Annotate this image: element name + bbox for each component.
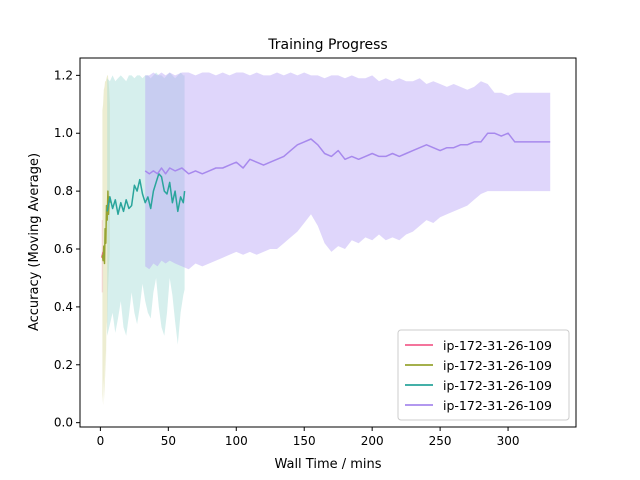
x-axis-label: Wall Time / mins [274, 457, 381, 472]
y-axis-ticks: 0.0 0.2 0.4 0.6 0.8 1.0 1.2 [54, 68, 80, 430]
plot-area [79, 57, 577, 428]
axes-frame [79, 57, 577, 428]
y-tick-label: 0.0 [54, 416, 73, 430]
y-tick-label: 0.4 [54, 300, 73, 314]
legend-label-1: ip-172-31-26-109 [443, 338, 552, 353]
chart-title: Training Progress [267, 37, 387, 53]
legend-label-2: ip-172-31-26-109 [443, 358, 552, 373]
y-tick-label: 1.0 [54, 126, 73, 140]
legend-label-3: ip-172-31-26-109 [443, 378, 552, 393]
legend-label-4: ip-172-31-26-109 [443, 398, 552, 413]
y-tick-label: 1.2 [54, 68, 73, 82]
series-line-2 [101, 190, 111, 265]
legend: ip-172-31-26-109 ip-172-31-26-109 ip-172-3… [397, 329, 570, 421]
x-tick-label: 150 [293, 434, 316, 448]
y-tick-label: 0.8 [54, 184, 73, 198]
confidence-band-series-3 [107, 72, 185, 345]
x-tick-label: 100 [225, 434, 248, 448]
x-tick-label: 0 [97, 434, 105, 448]
y-tick-label: 0.6 [54, 242, 73, 256]
series-line-3 [106, 173, 186, 216]
x-tick-label: 200 [361, 434, 384, 448]
y-tick-label: 0.2 [54, 358, 73, 372]
confidence-band-series-4 [145, 72, 551, 270]
x-tick-label: 50 [161, 434, 176, 448]
y-axis-label: Accuracy (Moving Average) [27, 153, 42, 331]
legend-box [397, 329, 570, 421]
confidence-bands [101, 72, 551, 406]
x-axis-ticks: 0 50 100 150 200 250 300 [97, 427, 520, 448]
series-lines [100, 132, 551, 265]
x-tick-label: 300 [497, 434, 520, 448]
series-line-4 [144, 132, 551, 175]
x-tick-label: 250 [429, 434, 452, 448]
